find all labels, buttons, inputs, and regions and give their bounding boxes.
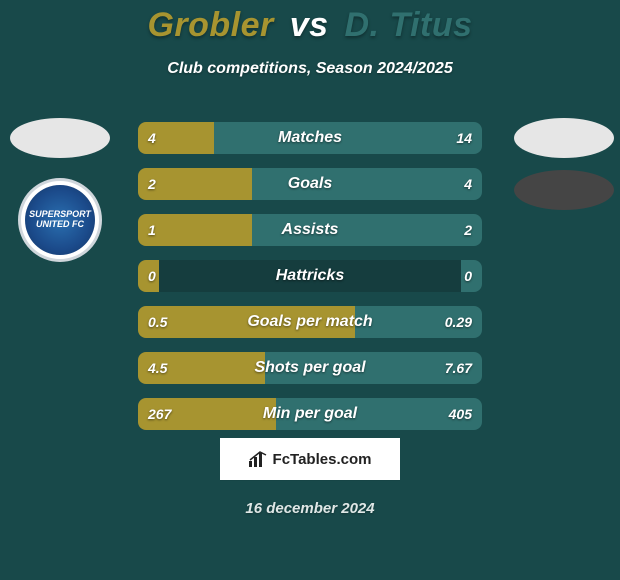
stat-value-left: 2 bbox=[148, 168, 156, 200]
stat-row: 267405Min per goal bbox=[138, 398, 482, 430]
stat-row: 0 0Hattricks bbox=[138, 260, 482, 292]
title-player2: D. Titus bbox=[345, 6, 473, 44]
chart-icon bbox=[249, 451, 267, 467]
stat-row: 4.57.67Shots per goal bbox=[138, 352, 482, 384]
stat-value-right: 14 bbox=[456, 122, 472, 154]
stat-row: 24Goals bbox=[138, 168, 482, 200]
stat-bars: 414Matches24Goals12Assists00Hattricks0.5… bbox=[138, 122, 482, 444]
stat-value-right: 405 bbox=[449, 398, 472, 430]
stat-bar-left bbox=[138, 306, 355, 338]
branding: FcTables.com bbox=[220, 438, 400, 480]
stat-value-left: 0 bbox=[148, 260, 156, 292]
player1-club-badge: SUPERSPORT UNITED FC bbox=[18, 178, 102, 262]
stat-label: Hattricks bbox=[138, 260, 482, 292]
stat-value-right: 2 bbox=[464, 214, 472, 246]
player2-logo-slot bbox=[514, 118, 614, 158]
stat-value-right: 0 bbox=[464, 260, 472, 292]
stat-bar-right bbox=[252, 168, 482, 200]
stat-row: 414Matches bbox=[138, 122, 482, 154]
title-vs: vs bbox=[290, 6, 329, 44]
stat-value-right: 7.67 bbox=[445, 352, 472, 384]
stat-value-right: 0.29 bbox=[445, 306, 472, 338]
stat-value-left: 4.5 bbox=[148, 352, 167, 384]
stat-bar-right bbox=[252, 214, 482, 246]
stat-value-left: 267 bbox=[148, 398, 171, 430]
stat-value-right: 4 bbox=[464, 168, 472, 200]
stat-row: 0.50.29Goals per match bbox=[138, 306, 482, 338]
stat-row: 12Assists bbox=[138, 214, 482, 246]
date: 16 december 2024 bbox=[0, 500, 620, 517]
stat-value-left: 4 bbox=[148, 122, 156, 154]
branding-text: FcTables.com bbox=[273, 451, 372, 468]
title: Grobler vs D. Titus bbox=[0, 6, 620, 45]
comparison-infographic: Grobler vs D. Titus Club competitions, S… bbox=[0, 0, 620, 580]
subtitle: Club competitions, Season 2024/2025 bbox=[0, 60, 620, 78]
stat-value-left: 0.5 bbox=[148, 306, 167, 338]
stat-bar-right bbox=[214, 122, 482, 154]
stat-value-left: 1 bbox=[148, 214, 156, 246]
title-player1: Grobler bbox=[147, 6, 273, 44]
player1-logo-slot bbox=[10, 118, 110, 158]
player2-club-logo-slot bbox=[514, 170, 614, 210]
club-badge-label: SUPERSPORT UNITED FC bbox=[25, 185, 95, 255]
